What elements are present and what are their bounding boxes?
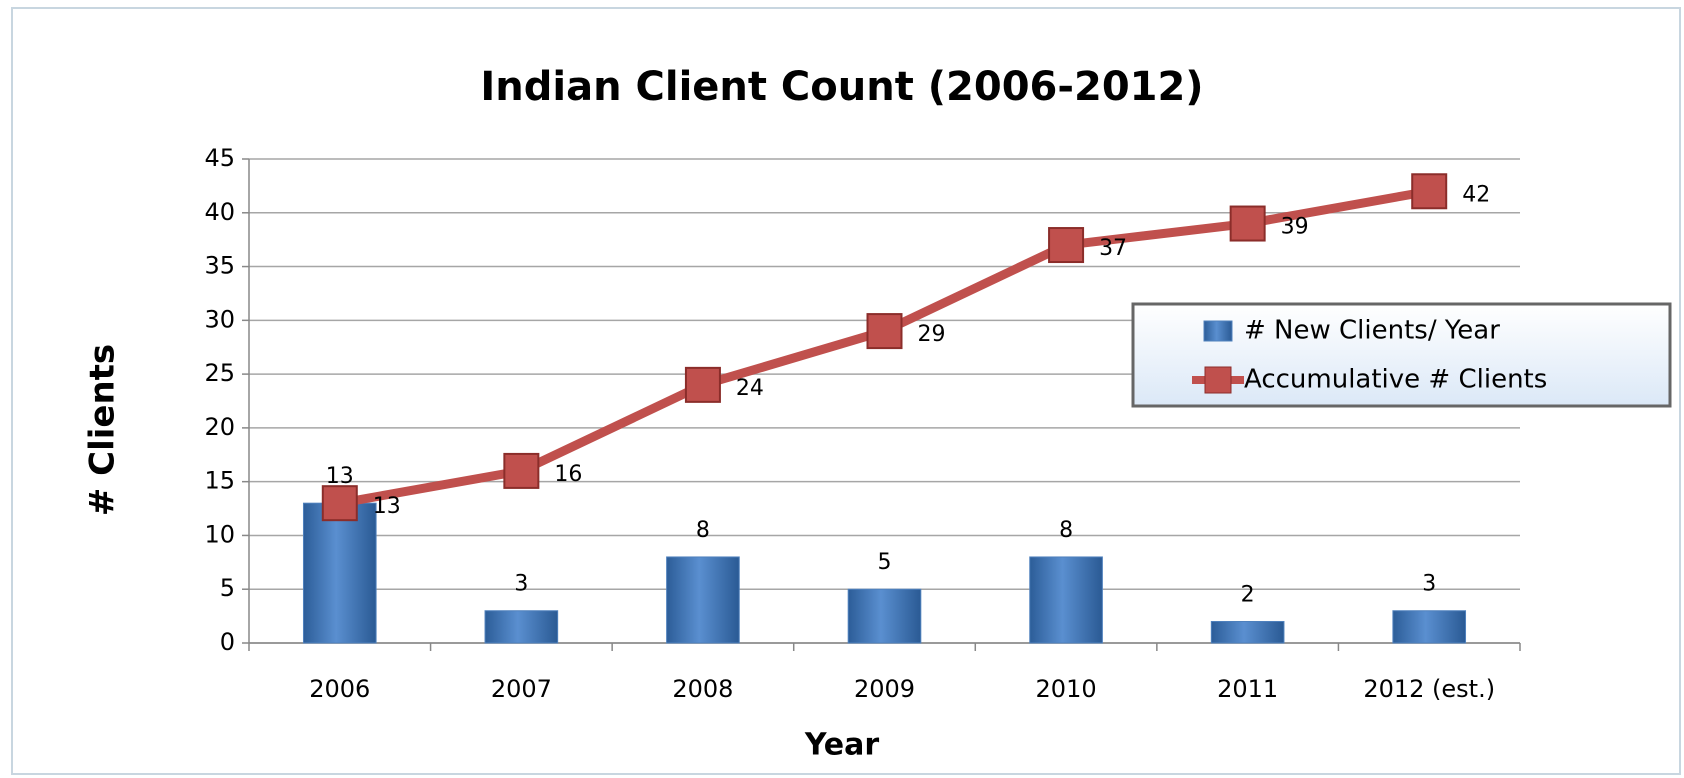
legend: # New Clients/ Year Accumulative # Client… bbox=[1131, 302, 1672, 408]
bar-data-label: 2 bbox=[1241, 582, 1255, 607]
x-tick-label: 2008 bbox=[672, 675, 733, 703]
y-tick-label: 30 bbox=[204, 305, 235, 333]
x-tick-label: 2011 bbox=[1217, 675, 1278, 703]
x-tick-label: 2010 bbox=[1036, 675, 1097, 703]
y-tick-label: 0 bbox=[220, 628, 235, 656]
x-axis-label: Year bbox=[804, 728, 880, 763]
y-tick-label: 40 bbox=[204, 198, 235, 226]
bar bbox=[1210, 620, 1285, 644]
bar-data-label: 8 bbox=[1059, 518, 1073, 543]
bar bbox=[484, 610, 559, 644]
line-marker bbox=[684, 366, 721, 403]
y-axis-label: # Clients bbox=[83, 344, 123, 516]
line-data-label: 13 bbox=[373, 494, 401, 519]
bar bbox=[847, 588, 922, 644]
legend-label: Accumulative # Clients bbox=[1244, 365, 1547, 395]
bar-data-label: 3 bbox=[514, 572, 528, 597]
line-data-label: 39 bbox=[1281, 215, 1309, 240]
y-tick-label: 25 bbox=[204, 359, 235, 387]
bar-data-label: 5 bbox=[878, 550, 892, 575]
line-marker bbox=[1411, 173, 1448, 210]
line-data-label: 24 bbox=[736, 376, 764, 401]
line-marker bbox=[503, 452, 540, 489]
line-marker bbox=[1048, 227, 1085, 264]
legend-swatch bbox=[1204, 366, 1232, 394]
line-data-label: 29 bbox=[918, 322, 946, 347]
bar-data-label: 13 bbox=[326, 464, 354, 489]
x-tick-label: 2009 bbox=[854, 675, 915, 703]
bar bbox=[666, 556, 740, 644]
legend-swatch bbox=[1203, 320, 1233, 342]
y-tick-label: 45 bbox=[204, 144, 235, 172]
legend-label: # New Clients/ Year bbox=[1244, 316, 1500, 346]
x-tick-label: 2007 bbox=[491, 675, 552, 703]
line-data-label: 16 bbox=[554, 462, 582, 487]
chart-title: Indian Client Count (2006-2012) bbox=[480, 64, 1203, 110]
line-marker bbox=[866, 313, 903, 350]
bar-data-label: 3 bbox=[1422, 572, 1436, 597]
y-tick-label: 5 bbox=[220, 574, 235, 602]
bar-data-label: 8 bbox=[696, 518, 710, 543]
x-tick-label: 2006 bbox=[309, 675, 370, 703]
bar bbox=[1029, 556, 1103, 644]
line-marker bbox=[321, 485, 358, 522]
bar bbox=[1392, 610, 1467, 644]
y-tick-label: 10 bbox=[204, 520, 235, 548]
x-tick-label: 2012 (est.) bbox=[1363, 675, 1495, 703]
line-marker bbox=[1229, 205, 1266, 242]
bar bbox=[302, 502, 377, 644]
y-tick-label: 20 bbox=[204, 413, 235, 441]
y-tick-label: 15 bbox=[204, 467, 235, 495]
line-data-label: 37 bbox=[1099, 236, 1127, 261]
line-data-label: 42 bbox=[1462, 182, 1490, 207]
y-tick-label: 35 bbox=[204, 252, 235, 280]
